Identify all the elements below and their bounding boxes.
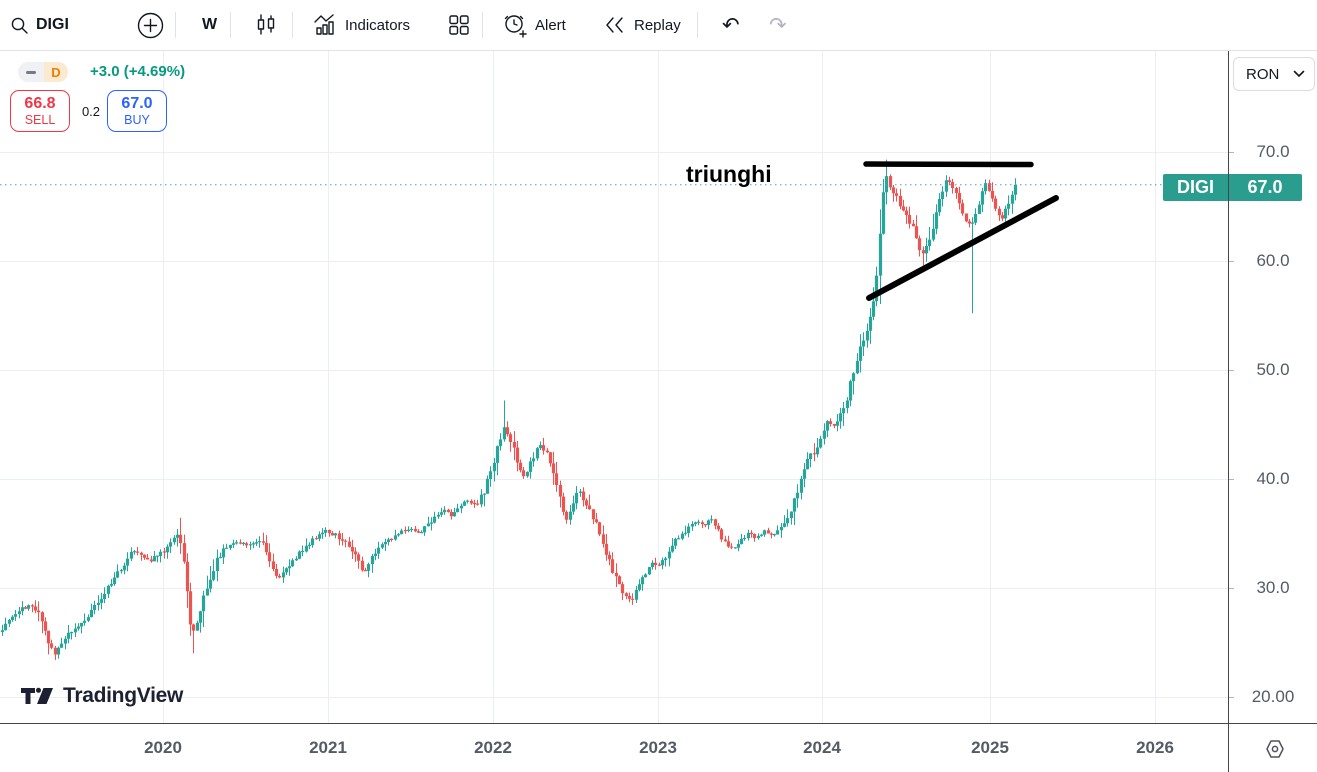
compare-add-symbol-button[interactable] xyxy=(131,0,170,50)
year-tick-label: 2020 xyxy=(144,738,182,757)
price-tickmark xyxy=(1229,588,1234,589)
toolbar-separator xyxy=(230,12,231,38)
buy-price: 67.0 xyxy=(121,94,153,112)
year-tick-label: 2021 xyxy=(309,738,347,757)
redo-icon: ↷ xyxy=(769,13,787,37)
last-price-value: 67.0 xyxy=(1247,177,1283,197)
tradingview-logo[interactable]: TradingView xyxy=(20,683,183,709)
price-tickmark xyxy=(1229,697,1234,698)
price-tick-label: 30.0 xyxy=(1256,578,1290,597)
price-tick-label: 40.0 xyxy=(1256,469,1290,488)
dash-icon xyxy=(26,70,36,74)
year-tick-label: 2023 xyxy=(639,738,677,757)
sell-price: 66.8 xyxy=(24,94,56,112)
price-tick-label: 60.0 xyxy=(1256,251,1290,270)
symbol-search-button[interactable]: DIGI xyxy=(10,0,69,50)
buy-button[interactable]: 67.0 BUY xyxy=(107,90,167,132)
year-tick-label: 2022 xyxy=(474,738,512,757)
indicators-label: Indicators xyxy=(345,16,411,34)
plus-circle-icon xyxy=(137,12,164,38)
legend-collapsed-pill[interactable]: D xyxy=(18,62,68,82)
price-axis[interactable]: RON 70.0 60.0 50.0 40.0 30.0 20.00 xyxy=(1229,50,1317,723)
indicators-button[interactable]: Indicators xyxy=(307,0,416,50)
indicators-icon xyxy=(314,14,334,35)
last-price-label: DIGI 67.0 xyxy=(1163,174,1302,201)
buy-label: BUY xyxy=(124,113,150,127)
price-axis-border xyxy=(1228,50,1229,772)
replay-icon xyxy=(606,17,623,33)
price-tick-label: 50.0 xyxy=(1256,360,1290,379)
layout-templates-button[interactable] xyxy=(441,0,477,50)
alert-clock-icon xyxy=(504,15,527,38)
toolbar-separator xyxy=(482,12,483,38)
price-tickmark xyxy=(1229,152,1234,153)
legend-collapse-button[interactable] xyxy=(18,62,44,82)
tradingview-mark-icon xyxy=(21,687,53,704)
price-tickmark xyxy=(1229,479,1234,480)
grid-layout-icon xyxy=(449,15,469,35)
symbol-name: DIGI xyxy=(36,16,69,33)
price-tick-label: 70.0 xyxy=(1256,142,1290,161)
year-tick-label: 2025 xyxy=(971,738,1009,757)
replay-label: Replay xyxy=(634,16,681,34)
tradingview-logo-text: TradingView xyxy=(63,684,184,707)
year-tick-label: 2024 xyxy=(803,738,841,757)
price-tickmark xyxy=(1229,370,1234,371)
toolbar-separator xyxy=(175,12,176,38)
triangle-annotation-text[interactable]: triunghi xyxy=(686,161,772,187)
replay-button[interactable]: Replay xyxy=(597,0,687,50)
alert-button[interactable]: Alert xyxy=(496,0,572,50)
redo-button[interactable]: ↷ xyxy=(763,0,793,50)
currency-value: RON xyxy=(1246,65,1280,83)
sell-label: SELL xyxy=(24,113,56,127)
candles-icon xyxy=(257,14,275,35)
undo-icon: ↶ xyxy=(722,13,740,37)
interval-button[interactable]: W xyxy=(196,0,223,50)
scales-settings-hexagon-icon[interactable] xyxy=(1263,737,1287,761)
chevron-down-icon xyxy=(1293,70,1305,78)
alert-label: Alert xyxy=(535,16,566,34)
price-change-text: +3.0 (+4.69%) xyxy=(90,63,186,80)
search-icon xyxy=(11,17,28,34)
chart-type-button[interactable] xyxy=(249,0,283,50)
toolbar-separator xyxy=(697,12,698,38)
toolbar-separator xyxy=(292,12,293,38)
price-tickmark xyxy=(1229,261,1234,262)
last-price-symbol: DIGI xyxy=(1176,177,1214,197)
spread-value: 0.2 xyxy=(81,104,101,119)
time-axis[interactable]: 2020 2021 2022 2023 2024 2025 2026 xyxy=(0,723,1317,772)
price-tick-label: 20.00 xyxy=(1251,687,1295,706)
undo-button[interactable]: ↶ xyxy=(716,0,746,50)
top-toolbar: DIGI W xyxy=(0,0,1317,51)
time-axis-border xyxy=(0,723,1317,724)
year-tick-label: 2026 xyxy=(1136,738,1174,757)
currency-selector[interactable]: RON xyxy=(1233,57,1315,91)
interval-badge[interactable]: D xyxy=(44,62,68,82)
sell-button[interactable]: 66.8 SELL xyxy=(10,90,70,132)
